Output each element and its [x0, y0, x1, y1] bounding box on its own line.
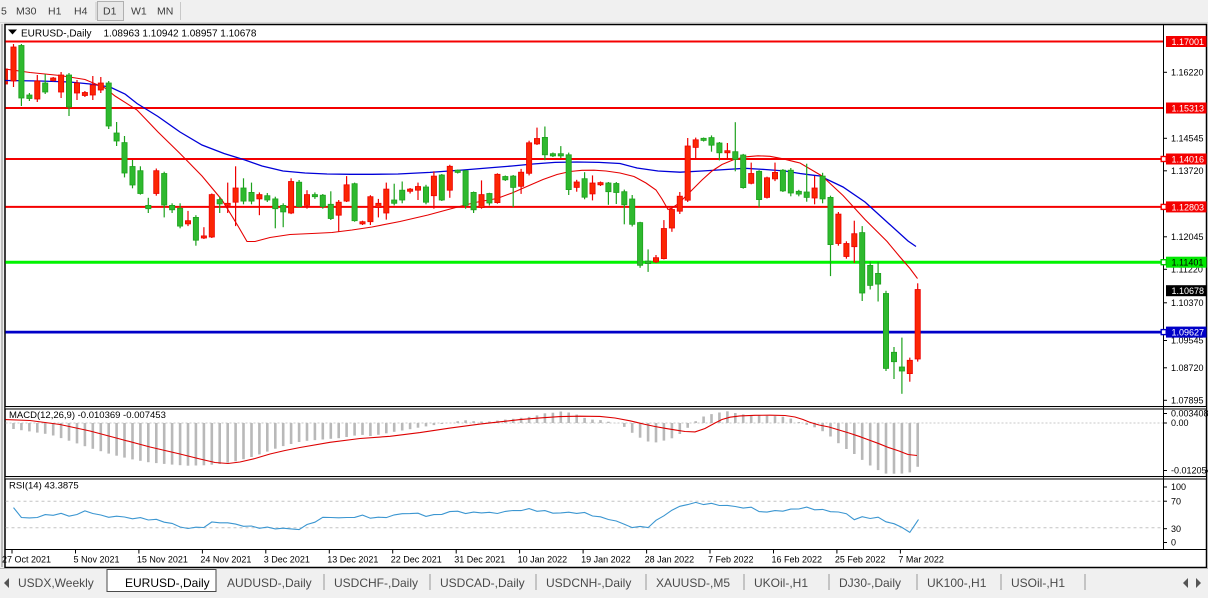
svg-text:25 Feb 2022: 25 Feb 2022	[835, 555, 886, 565]
svg-text:27 Oct 2021: 27 Oct 2021	[2, 555, 51, 565]
svg-text:UK100-,H1: UK100-,H1	[927, 576, 987, 590]
svg-text:30: 30	[1171, 524, 1181, 534]
svg-text:1.16220: 1.16220	[1171, 68, 1204, 78]
svg-text:16 Feb 2022: 16 Feb 2022	[772, 555, 823, 565]
svg-text:UKOil-,H1: UKOil-,H1	[754, 576, 808, 590]
svg-text:W1: W1	[131, 6, 147, 18]
svg-text:7 Mar 2022: 7 Mar 2022	[898, 555, 944, 565]
svg-text:AUDUSD-,Daily: AUDUSD-,Daily	[227, 576, 312, 590]
svg-text:13 Dec 2021: 13 Dec 2021	[327, 555, 378, 565]
svg-text:H4: H4	[74, 6, 88, 18]
svg-text:31 Dec 2021: 31 Dec 2021	[454, 555, 505, 565]
svg-text:MACD(12,26,9) -0.010369 -0.007: MACD(12,26,9) -0.010369 -0.007453	[9, 410, 166, 421]
svg-text:DJ30-,Daily: DJ30-,Daily	[839, 576, 901, 590]
svg-text:1.09627: 1.09627	[1172, 328, 1205, 338]
svg-text:1.14016: 1.14016	[1172, 154, 1205, 164]
svg-text:EURUSD-,Daily: EURUSD-,Daily	[125, 576, 210, 590]
svg-text:XAUUSD-,M5: XAUUSD-,M5	[656, 576, 730, 590]
svg-text:0: 0	[1171, 538, 1176, 548]
svg-text:USDCHF-,Daily: USDCHF-,Daily	[334, 576, 418, 590]
svg-text:1.09545: 1.09545	[1171, 336, 1204, 346]
svg-text:1.12045: 1.12045	[1171, 232, 1204, 242]
svg-text:5: 5	[1, 6, 7, 18]
svg-text:3 Dec 2021: 3 Dec 2021	[264, 555, 310, 565]
svg-text:1.10678: 1.10678	[1172, 286, 1205, 296]
svg-text:USOil-,H1: USOil-,H1	[1011, 576, 1065, 590]
svg-text:1.10370: 1.10370	[1171, 298, 1204, 308]
svg-text:USDCNH-,Daily: USDCNH-,Daily	[546, 576, 631, 590]
svg-text:1.12803: 1.12803	[1172, 202, 1205, 212]
svg-text:USDX,Weekly: USDX,Weekly	[18, 576, 94, 590]
svg-text:10 Jan 2022: 10 Jan 2022	[518, 555, 568, 565]
svg-text:1.08963 1.10942 1.08957 1.1067: 1.08963 1.10942 1.08957 1.10678	[104, 29, 257, 40]
svg-text:100: 100	[1171, 482, 1186, 492]
svg-text:1.17001: 1.17001	[1172, 37, 1205, 47]
svg-text:22 Dec 2021: 22 Dec 2021	[391, 555, 442, 565]
svg-text:15 Nov 2021: 15 Nov 2021	[137, 555, 188, 565]
svg-text:1.11220: 1.11220	[1171, 265, 1203, 275]
svg-text:0.003408: 0.003408	[1171, 409, 1208, 419]
svg-text:1.08720: 1.08720	[1171, 363, 1204, 373]
svg-text:D1: D1	[103, 6, 117, 18]
svg-text:24 Nov 2021: 24 Nov 2021	[200, 555, 251, 565]
svg-text:1.14545: 1.14545	[1171, 134, 1204, 144]
svg-text:0.00: 0.00	[1171, 418, 1189, 428]
svg-text:USDCAD-,Daily: USDCAD-,Daily	[440, 576, 525, 590]
svg-text:28 Jan 2022: 28 Jan 2022	[645, 555, 695, 565]
svg-text:5 Nov 2021: 5 Nov 2021	[74, 555, 120, 565]
svg-text:1.15313: 1.15313	[1172, 103, 1205, 113]
svg-text:-0.012054: -0.012054	[1171, 466, 1208, 476]
svg-text:M30: M30	[16, 6, 37, 18]
svg-text:MN: MN	[157, 6, 173, 18]
svg-text:EURUSD-,Daily: EURUSD-,Daily	[21, 29, 92, 40]
svg-text:1.13720: 1.13720	[1171, 166, 1204, 176]
svg-text:7 Feb 2022: 7 Feb 2022	[708, 555, 754, 565]
svg-text:1.07895: 1.07895	[1171, 396, 1204, 406]
svg-text:RSI(14) 43.3875: RSI(14) 43.3875	[9, 481, 79, 492]
svg-text:19 Jan 2022: 19 Jan 2022	[581, 555, 631, 565]
svg-text:70: 70	[1171, 496, 1181, 506]
svg-text:1.11401: 1.11401	[1172, 258, 1204, 268]
svg-text:H1: H1	[48, 6, 62, 18]
